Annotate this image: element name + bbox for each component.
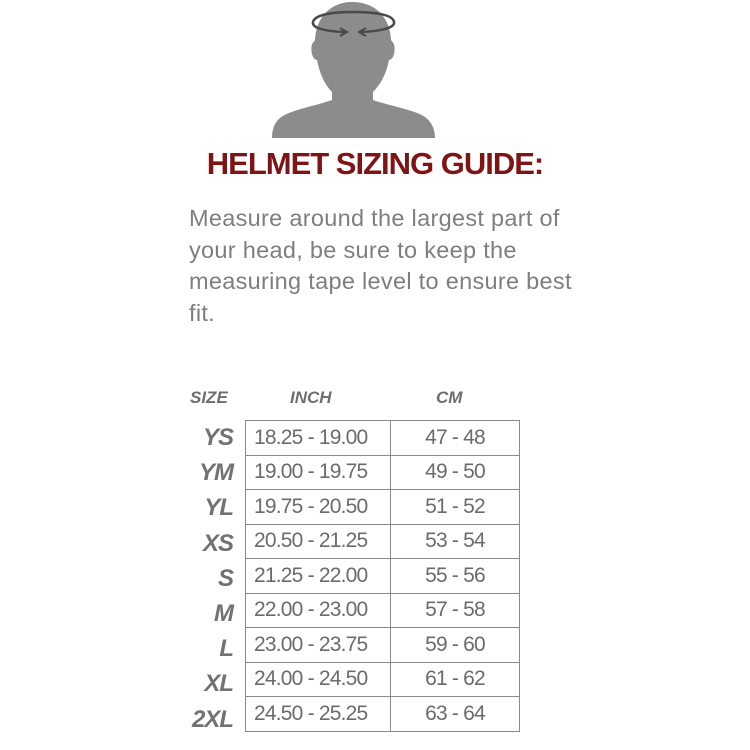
table-row: 23.00 - 23.75 59 - 60 xyxy=(245,627,520,663)
inch-cell: 18.25 - 19.00 xyxy=(245,420,391,456)
inch-cell: 19.75 - 20.50 xyxy=(245,489,391,525)
table-row: 19.75 - 20.50 51 - 52 xyxy=(245,489,520,525)
header-cm: CM xyxy=(436,388,463,407)
size-label: 2XL xyxy=(191,705,234,733)
inch-cell: 22.00 - 23.00 xyxy=(245,592,391,628)
cm-cell: 47 - 48 xyxy=(390,420,520,456)
header-size: SIZE xyxy=(190,388,228,407)
tape-measure-arrow-icon xyxy=(311,10,396,37)
table-row: 20.50 - 21.25 53 - 54 xyxy=(245,523,520,559)
cm-cell: 61 - 62 xyxy=(390,661,520,697)
table-row: 22.00 - 23.00 57 - 58 xyxy=(245,592,520,628)
inch-cell: 20.50 - 21.25 xyxy=(245,523,391,559)
size-label: L xyxy=(219,635,234,663)
size-labels: YS YM YL XS S M L XL 2XL xyxy=(150,420,234,737)
size-label: XS xyxy=(202,529,234,557)
size-label: YS xyxy=(202,424,234,451)
inch-cell: 21.25 - 22.00 xyxy=(245,558,391,594)
head-measurement-illustration xyxy=(272,2,435,138)
cm-cell: 57 - 58 xyxy=(390,592,520,628)
table-row: 21.25 - 22.00 55 - 56 xyxy=(245,558,520,594)
cm-cell: 55 - 56 xyxy=(390,558,520,594)
table-row: 24.50 - 25.25 63 - 64 xyxy=(245,696,520,732)
inch-cell: 23.00 - 23.75 xyxy=(245,627,391,663)
person-silhouette-icon xyxy=(272,2,435,138)
inch-cell: 24.00 - 24.50 xyxy=(245,661,391,697)
cm-cell: 59 - 60 xyxy=(390,627,520,663)
cm-cell: 51 - 52 xyxy=(390,489,520,525)
table-row: 18.25 - 19.00 47 - 48 xyxy=(245,420,520,456)
size-label: YL xyxy=(204,494,234,522)
table-row: 19.00 - 19.75 49 - 50 xyxy=(245,454,520,490)
size-label: XL xyxy=(204,670,234,698)
header-inch: INCH xyxy=(290,388,332,407)
inch-cell: 24.50 - 25.25 xyxy=(245,696,391,732)
page-title: HELMET SIZING GUIDE: xyxy=(206,146,545,181)
size-label: M xyxy=(214,599,234,627)
cm-cell: 49 - 50 xyxy=(390,454,520,490)
measuring-instructions: Measure around the largest part of your … xyxy=(189,205,572,326)
table-row: 24.00 - 24.50 61 - 62 xyxy=(245,661,520,697)
size-label: YM xyxy=(199,459,234,487)
cm-cell: 63 - 64 xyxy=(390,696,520,732)
size-label: S xyxy=(217,564,234,592)
sizing-table: 18.25 - 19.00 47 - 48 19.00 - 19.75 49 - 50… xyxy=(245,420,520,732)
cm-cell: 53 - 54 xyxy=(390,523,520,559)
inch-cell: 19.00 - 19.75 xyxy=(245,454,391,490)
